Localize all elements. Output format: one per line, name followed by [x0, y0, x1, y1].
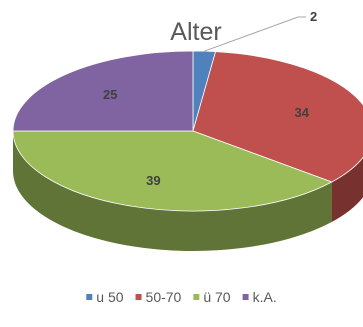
legend-swatch-0 — [86, 294, 93, 300]
legend-swatch-1 — [135, 294, 142, 300]
legend-label-1: 50-70 — [146, 289, 182, 305]
pie-side-2 — [13, 131, 332, 252]
pie-slices — [12, 50, 363, 212]
legend-item-0: u 50 — [86, 289, 124, 305]
pie-slice--70 — [12, 130, 333, 212]
legend-label-2: ü 70 — [203, 289, 230, 305]
data-label-3: 25 — [103, 87, 117, 102]
legend-label-3: k.A. — [253, 289, 277, 305]
data-label-2: 39 — [146, 173, 160, 188]
legend-label-0: u 50 — [96, 289, 123, 305]
pie-side-1 — [331, 157, 363, 222]
leader-line-0 — [204, 16, 306, 52]
legend-item-3: k.A. — [242, 289, 277, 305]
chart-title: Alter — [170, 18, 221, 46]
legend-item-2: ü 70 — [193, 289, 231, 305]
legend: u 50 50-70 ü 70 k.A. — [86, 289, 277, 305]
legend-item-1: 50-70 — [135, 289, 182, 305]
pie-slice-k-a- — [12, 50, 194, 132]
pie-slice-50-70 — [192, 51, 363, 183]
data-labels: 2 34 39 25 — [103, 9, 317, 188]
leader-lines — [204, 16, 306, 52]
legend-swatch-3 — [242, 294, 249, 300]
data-label-1: 34 — [295, 105, 310, 120]
data-label-0: 2 — [310, 9, 317, 24]
legend-swatch-2 — [193, 294, 200, 300]
